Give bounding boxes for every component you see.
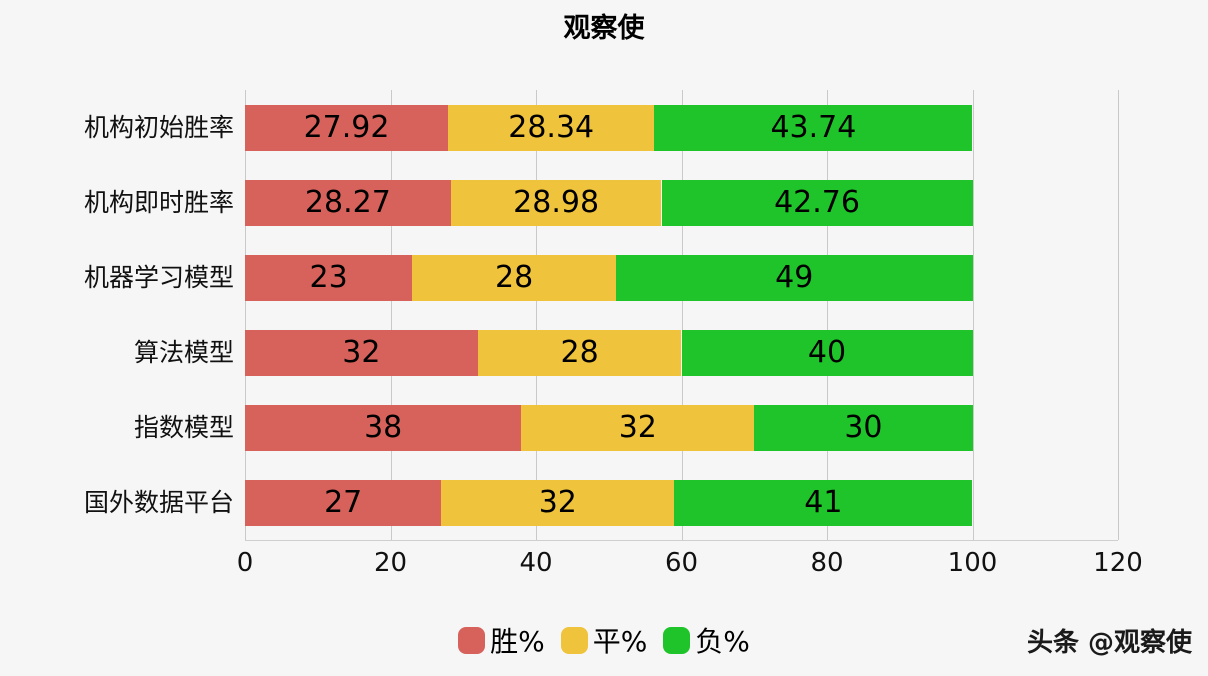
category-label: 机构初始胜率 <box>83 113 234 142</box>
category-label: 指数模型 <box>133 413 234 442</box>
bar-segment: 42.76 <box>661 179 973 226</box>
bar-segment: 30 <box>754 404 973 451</box>
gridline <box>972 90 974 540</box>
bar-value-label: 27.92 <box>303 110 390 145</box>
chart-title: 观察使 <box>563 13 645 44</box>
bar-segment: 49 <box>616 254 973 301</box>
bar-segment: 38 <box>245 404 522 451</box>
legend-item: 胜% <box>458 620 545 660</box>
bar-segment: 28.98 <box>450 179 662 226</box>
bar-value-label: 42.76 <box>774 185 860 220</box>
bar-segment: 27.92 <box>245 104 449 151</box>
category-label: 算法模型 <box>133 338 234 367</box>
y-axis-labels: 机构初始胜率 机构即时胜率 机器学习模型算法模型指数模型国外数据平台 <box>0 90 234 540</box>
gridline <box>1118 90 1119 540</box>
bar-segment: 23 <box>245 254 413 301</box>
gridline <box>245 90 246 540</box>
bar-value-label: 28 <box>495 260 534 295</box>
category-label: 国外数据平台 <box>83 488 234 517</box>
gridline <box>681 90 683 540</box>
bar-value-label: 23 <box>309 260 348 295</box>
gridline <box>536 90 537 540</box>
x-tick-label: 80 <box>810 548 844 578</box>
bar-value-label: 30 <box>844 410 883 445</box>
legend-marker-icon <box>560 626 588 654</box>
bar-value-label: 28.34 <box>508 110 595 145</box>
bar-value-label: 27 <box>324 485 363 520</box>
bar-value-label: 41 <box>804 485 843 520</box>
x-tick-label: 20 <box>373 548 408 578</box>
bar-segment: 27 <box>245 479 442 526</box>
bar-segment: 28 <box>412 254 616 301</box>
x-tick-label: 0 <box>236 548 254 578</box>
legend-item: 平% <box>560 620 648 660</box>
bar-segment: 28.27 <box>245 179 451 226</box>
bar-value-label: 28.27 <box>304 185 391 220</box>
x-tick-label: 40 <box>519 548 553 578</box>
bar-segment: 40 <box>681 329 973 376</box>
x-tick-label: 100 <box>947 548 998 578</box>
bar-segment: 28.34 <box>448 104 655 151</box>
bar-segment: 43.74 <box>654 104 973 151</box>
bar-value-label: 49 <box>775 260 814 295</box>
legend-label: 胜% <box>490 625 545 658</box>
plot-area: 27.92 28.34 43.74 28.27 28.98 42.76 23 28 49 32 28… <box>245 90 1119 541</box>
bar-value-label: 28.98 <box>513 185 600 220</box>
legend-marker-icon <box>663 626 691 654</box>
bar-value-label: 28 <box>560 335 599 370</box>
bar-segment: 32 <box>521 404 755 451</box>
category-label: 机构即时胜率 <box>83 188 234 217</box>
bar-value-label: 32 <box>538 485 577 520</box>
x-tick-label: 120 <box>1093 548 1143 578</box>
bar-segment: 28 <box>477 329 682 376</box>
bar-value-label: 32 <box>342 335 381 370</box>
gridline <box>827 90 828 540</box>
bar-value-label: 38 <box>364 410 403 445</box>
legend-label: 平% <box>592 625 648 658</box>
legend-item: 负% <box>663 620 750 660</box>
bar-segment: 32 <box>245 329 478 376</box>
bar-value-label: 40 <box>807 335 847 370</box>
legend-label: 负% <box>695 625 750 658</box>
bar-segment: 41 <box>674 479 973 526</box>
x-axis-ticks: 0 20 40 60 80 100 120 <box>237 548 1143 584</box>
bar-value-label: 43.74 <box>770 110 857 145</box>
bar-value-label: 32 <box>618 410 657 445</box>
gridline <box>390 90 392 540</box>
legend: 胜% 平% 负% <box>0 620 1208 660</box>
category-label: 机器学习模型 <box>83 263 234 292</box>
watermark: 头条 @观察使 <box>1026 628 1192 658</box>
x-tick-label: 60 <box>664 548 699 578</box>
legend-marker-icon <box>458 626 486 654</box>
bar-segment: 32 <box>441 479 675 526</box>
